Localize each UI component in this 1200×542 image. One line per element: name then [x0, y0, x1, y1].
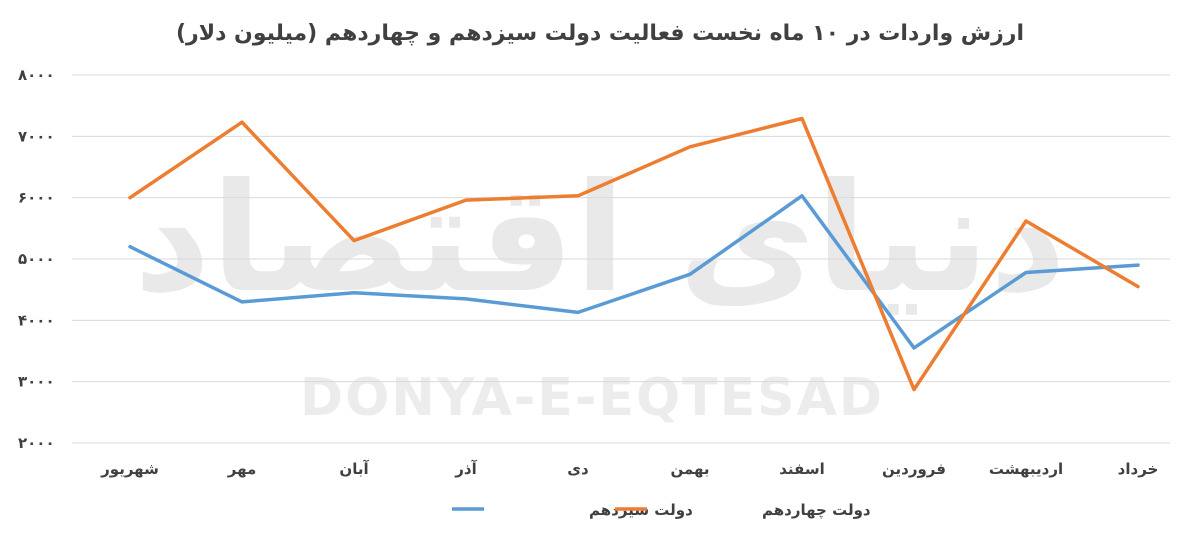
x-tick-label: خرداد [1118, 460, 1159, 478]
data-point [1136, 285, 1140, 289]
data-point [240, 120, 244, 124]
data-point [352, 239, 356, 243]
data-point [128, 196, 132, 200]
x-tick-label: آبان [339, 460, 369, 478]
y-tick-label: ۵۰۰۰ [18, 250, 55, 268]
series-line-2 [128, 116, 1140, 392]
x-tick-label: بهمن [670, 460, 709, 478]
y-axis: ۲۰۰۰ ۳۰۰۰ ۴۰۰۰ ۵۰۰۰ ۶۰۰۰ ۷۰۰۰ ۸۰۰۰ [18, 66, 55, 452]
data-point [576, 194, 580, 198]
data-point [1136, 263, 1140, 267]
legend-label: دولت چهاردهم [762, 501, 871, 520]
x-tick-label: اردیبهشت [989, 460, 1063, 478]
data-point [1024, 219, 1028, 223]
y-tick-label: ۴۰۰۰ [18, 311, 55, 329]
gridlines [72, 74, 1170, 444]
data-point [912, 388, 916, 392]
x-tick-label: شهریور [100, 460, 159, 478]
y-tick-label: ۲۰۰۰ [18, 434, 55, 452]
x-tick-label: دی [567, 460, 589, 478]
x-tick-label: مهر [227, 460, 257, 478]
series-lines [128, 116, 1140, 392]
data-point [464, 198, 468, 202]
y-tick-label: ۷۰۰۰ [18, 127, 55, 145]
y-tick-label: ۳۰۰۰ [18, 373, 55, 391]
data-point [464, 297, 468, 301]
y-tick-label: ۸۰۰۰ [18, 66, 55, 84]
chart-title: ارزش واردات در ۱۰ ماه نخست فعالیت دولت س… [176, 21, 1024, 46]
x-tick-label: اسفند [779, 460, 824, 478]
data-point [688, 145, 692, 149]
data-point [1024, 271, 1028, 274]
data-point [688, 272, 692, 276]
data-point [800, 117, 804, 120]
x-axis: شهریور مهر آبان آذر دی بهمن اسفند فروردین اردیبه… [100, 460, 1158, 478]
legend: دولت سیزدهمدولت چهاردهم [452, 501, 871, 520]
data-point [912, 346, 916, 350]
watermark: دنیای اقتصاد DONYA-E-EQTESAD [134, 152, 1067, 428]
x-tick-label: فروردین [882, 460, 946, 478]
x-tick-label: آذر [454, 460, 477, 478]
y-tick-label: ۶۰۰۰ [18, 189, 55, 207]
series-line-1 [128, 194, 1140, 350]
data-point [576, 310, 580, 314]
data-point [128, 245, 132, 249]
data-point [240, 300, 244, 304]
data-point [352, 291, 356, 295]
data-point [800, 194, 804, 198]
watermark-latin: DONYA-E-EQTESAD [300, 368, 884, 428]
